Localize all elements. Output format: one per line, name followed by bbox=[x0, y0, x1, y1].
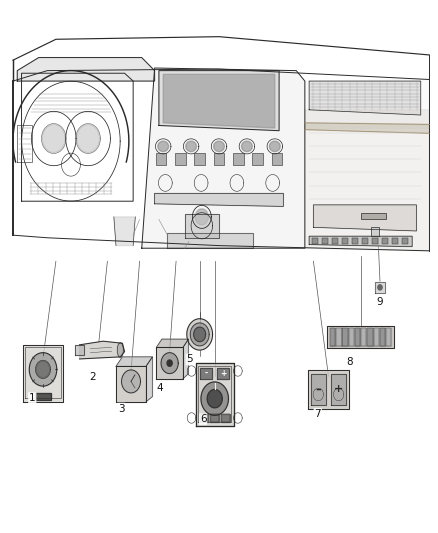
Polygon shape bbox=[375, 281, 385, 293]
Polygon shape bbox=[23, 345, 64, 402]
Text: 2: 2 bbox=[89, 372, 95, 382]
Bar bbox=[402, 238, 408, 244]
Polygon shape bbox=[331, 374, 346, 405]
Text: 5: 5 bbox=[187, 354, 193, 365]
Text: 6: 6 bbox=[200, 414, 206, 424]
Polygon shape bbox=[305, 130, 429, 251]
Text: 1: 1 bbox=[29, 393, 35, 403]
Text: –: – bbox=[315, 384, 321, 394]
Polygon shape bbox=[311, 374, 326, 405]
Text: +: + bbox=[334, 384, 343, 394]
Polygon shape bbox=[374, 328, 379, 346]
Bar bbox=[194, 153, 205, 165]
Polygon shape bbox=[309, 236, 412, 247]
Bar bbox=[392, 238, 398, 244]
Bar bbox=[362, 238, 368, 244]
Polygon shape bbox=[114, 217, 135, 246]
Polygon shape bbox=[349, 328, 354, 346]
Bar bbox=[272, 153, 283, 165]
Polygon shape bbox=[35, 393, 51, 400]
Polygon shape bbox=[185, 214, 219, 238]
Polygon shape bbox=[116, 357, 152, 366]
Text: -: - bbox=[205, 369, 208, 378]
Bar bbox=[175, 153, 186, 165]
Text: +: + bbox=[220, 369, 226, 378]
Polygon shape bbox=[17, 58, 155, 81]
Polygon shape bbox=[75, 345, 84, 356]
Polygon shape bbox=[305, 110, 429, 124]
Polygon shape bbox=[155, 193, 283, 206]
Polygon shape bbox=[167, 360, 172, 366]
Polygon shape bbox=[314, 205, 417, 231]
Polygon shape bbox=[217, 368, 230, 379]
Bar bbox=[372, 238, 378, 244]
Polygon shape bbox=[122, 370, 141, 393]
Polygon shape bbox=[269, 141, 280, 151]
Bar bbox=[360, 213, 386, 220]
Polygon shape bbox=[187, 319, 212, 350]
Text: 7: 7 bbox=[314, 409, 321, 419]
Bar bbox=[322, 238, 328, 244]
Bar bbox=[312, 238, 318, 244]
Bar bbox=[342, 238, 348, 244]
Bar bbox=[214, 153, 224, 165]
Polygon shape bbox=[161, 353, 178, 374]
Polygon shape bbox=[305, 123, 429, 133]
Polygon shape bbox=[159, 71, 279, 131]
Polygon shape bbox=[367, 328, 373, 346]
Bar bbox=[233, 153, 244, 165]
Polygon shape bbox=[214, 141, 224, 151]
Text: 3: 3 bbox=[118, 403, 124, 414]
Polygon shape bbox=[42, 124, 65, 152]
Polygon shape bbox=[355, 328, 360, 346]
Polygon shape bbox=[167, 232, 253, 248]
Polygon shape bbox=[308, 370, 349, 409]
Bar bbox=[252, 153, 263, 165]
Polygon shape bbox=[196, 363, 233, 426]
Polygon shape bbox=[195, 209, 208, 225]
Polygon shape bbox=[194, 327, 206, 342]
Polygon shape bbox=[327, 326, 394, 348]
Polygon shape bbox=[190, 323, 209, 346]
Text: 9: 9 bbox=[377, 297, 383, 307]
Polygon shape bbox=[330, 328, 336, 346]
Text: 4: 4 bbox=[157, 383, 163, 393]
Polygon shape bbox=[336, 328, 342, 346]
Polygon shape bbox=[305, 79, 429, 251]
Bar bbox=[332, 238, 338, 244]
Polygon shape bbox=[116, 366, 146, 402]
Bar bbox=[155, 153, 166, 165]
Polygon shape bbox=[221, 414, 230, 422]
Polygon shape bbox=[156, 348, 183, 379]
Polygon shape bbox=[200, 414, 208, 422]
Polygon shape bbox=[241, 141, 252, 151]
Polygon shape bbox=[361, 328, 367, 346]
Polygon shape bbox=[386, 328, 391, 346]
Polygon shape bbox=[309, 81, 421, 115]
Polygon shape bbox=[380, 328, 385, 346]
Polygon shape bbox=[163, 74, 275, 128]
Polygon shape bbox=[201, 382, 229, 415]
Polygon shape bbox=[200, 368, 212, 379]
Polygon shape bbox=[79, 341, 124, 359]
Bar bbox=[352, 238, 358, 244]
Polygon shape bbox=[156, 339, 188, 348]
Polygon shape bbox=[183, 339, 188, 379]
Polygon shape bbox=[146, 357, 152, 402]
Polygon shape bbox=[343, 328, 348, 346]
Polygon shape bbox=[117, 343, 123, 358]
Polygon shape bbox=[210, 414, 219, 422]
Polygon shape bbox=[77, 124, 100, 152]
Polygon shape bbox=[142, 68, 305, 248]
Polygon shape bbox=[207, 390, 222, 408]
Polygon shape bbox=[36, 361, 50, 378]
Polygon shape bbox=[29, 353, 57, 386]
Text: 8: 8 bbox=[346, 357, 353, 367]
Bar bbox=[371, 227, 379, 236]
Polygon shape bbox=[158, 141, 169, 151]
Polygon shape bbox=[186, 141, 197, 151]
Polygon shape bbox=[378, 285, 382, 290]
Bar bbox=[382, 238, 388, 244]
